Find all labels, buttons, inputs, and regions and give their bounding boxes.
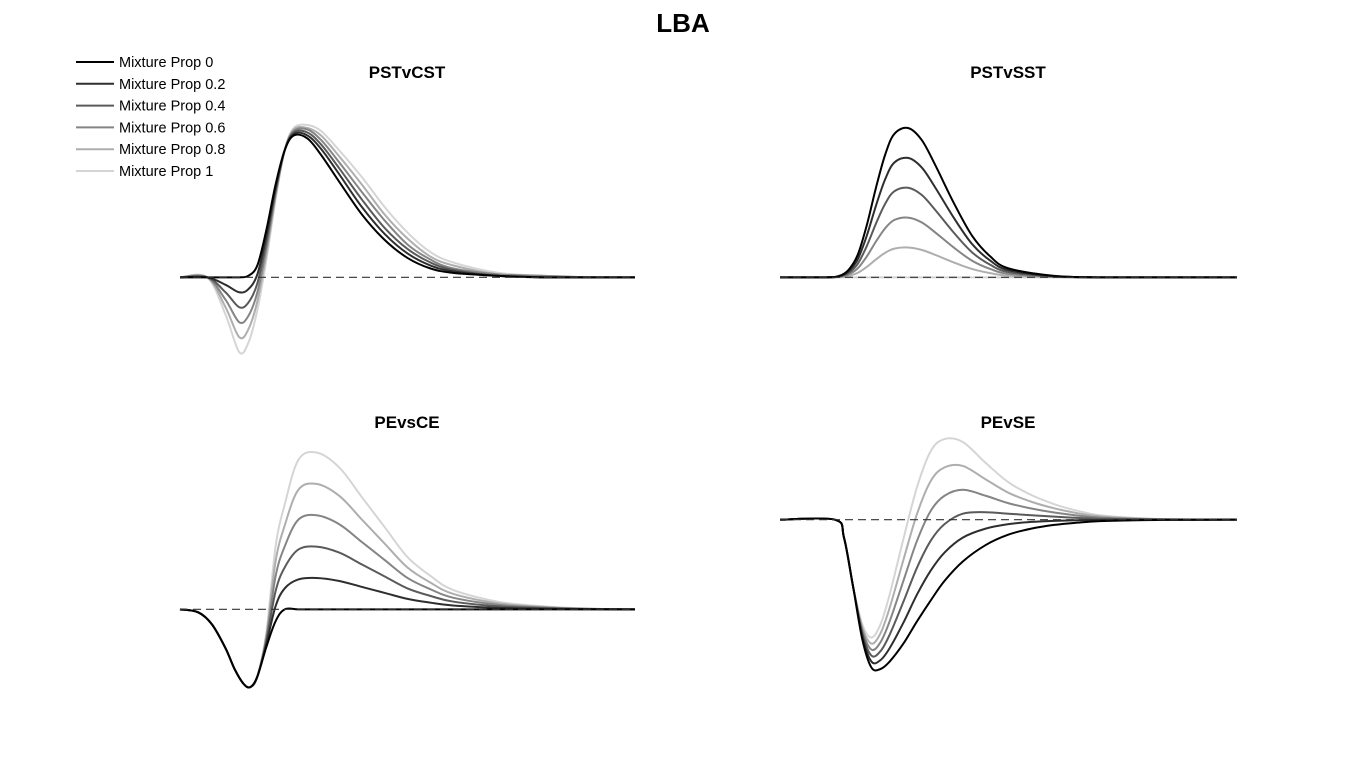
figure-title: LBA [656,8,710,38]
legend-label-5: Mixture Prop 1 [119,164,213,180]
plot-area-pstvcst [179,123,636,355]
plot-area-pevsce [179,450,636,689]
subplot-pevsce: PEvsCE [179,413,636,689]
subplot-pevse: PEvSE [779,413,1238,672]
series-line-pstvcst-5 [179,123,636,355]
plot-area-pevse [779,437,1238,672]
subplot-title-pevsce: PEvsCE [374,413,439,432]
legend-label-1: Mixture Prop 0.2 [119,77,225,93]
legend-label-3: Mixture Prop 0.6 [119,120,225,136]
series-line-pstvcst-4 [179,125,636,340]
legend: Mixture Prop 0 Mixture Prop 0.2 Mixture Pr… [76,55,225,180]
series-line-pevsce-4 [179,482,636,689]
series-line-pstvcst-3 [179,127,636,325]
series-line-pevsce-3 [179,513,636,689]
series-line-pevsce-5 [179,450,636,689]
subplot-pstvsst: PSTvSST [779,63,1237,279]
series-line-pstvcst-1 [179,131,635,294]
series-line-pevse-5 [779,437,1238,639]
series-line-pstvsst-0 [779,126,1237,279]
subplot-title-pstvcst: PSTvCST [369,63,446,82]
legend-label-2: Mixture Prop 0.4 [119,99,225,115]
subplot-pstvcst: PSTvCST [179,63,636,355]
series-line-pstvsst-2 [779,186,1237,279]
legend-label-4: Mixture Prop 0.8 [119,142,225,158]
series-line-pevsce-1 [179,576,636,689]
series-line-pevsce-0 [179,607,635,689]
series-line-pevse-0 [779,517,1238,672]
subplot-title-pevse: PEvSE [981,413,1036,432]
subplot-title-pstvsst: PSTvSST [970,63,1046,82]
series-line-pevse-1 [779,517,1237,665]
legend-label-0: Mixture Prop 0 [119,55,213,71]
series-line-pstvcst-2 [179,129,635,309]
series-line-pstvcst-0 [179,133,635,279]
series-line-pstvsst-1 [779,156,1237,279]
series-line-pevse-4 [779,463,1238,645]
plot-area-pstvsst [779,126,1237,279]
